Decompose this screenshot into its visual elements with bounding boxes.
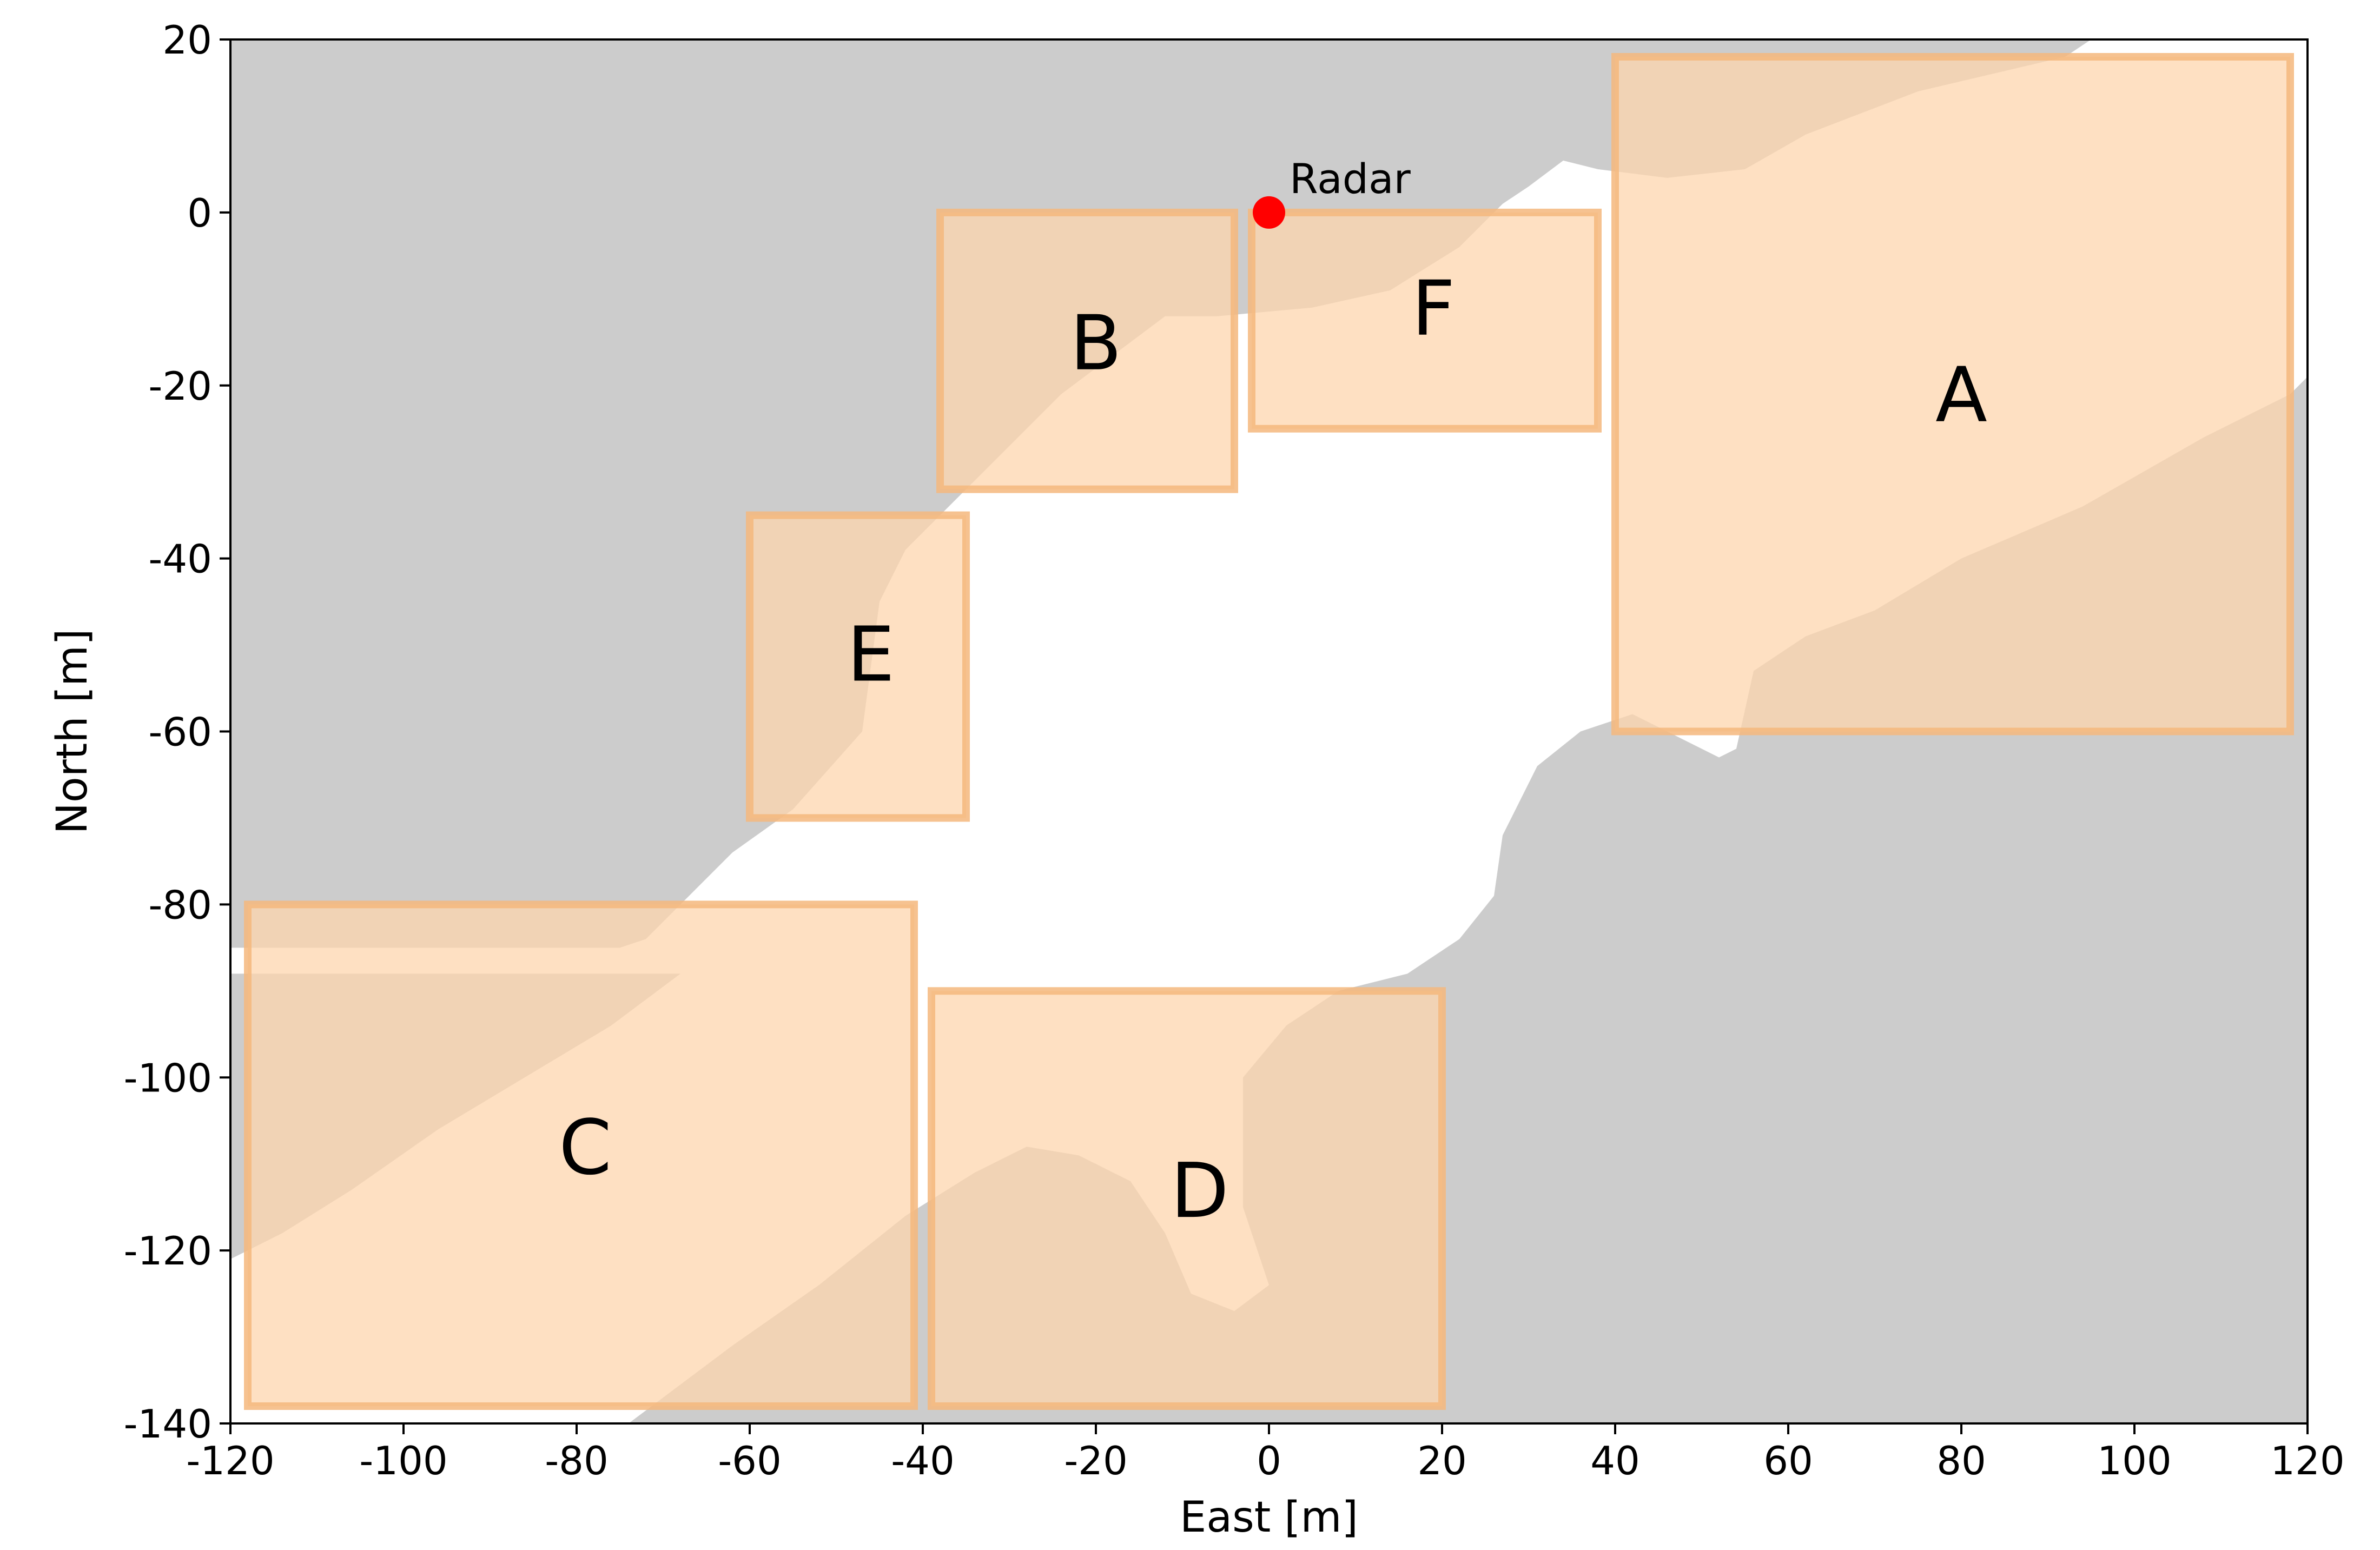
y-tick-label: -100 [124, 1055, 212, 1101]
y-tick-label: 20 [162, 17, 212, 63]
x-tick-label: -20 [1064, 1438, 1128, 1483]
region-b [936, 208, 1238, 493]
radar: Radar [1253, 155, 1411, 229]
x-tick-label: -60 [718, 1438, 782, 1483]
radar-label: Radar [1290, 155, 1411, 203]
regions: A B C D E F [244, 52, 2294, 1410]
x-tick-label: 0 [1257, 1438, 1281, 1483]
x-tick-label: 20 [1417, 1438, 1467, 1483]
region-a [1611, 52, 2294, 736]
region-label-c: C [559, 1104, 612, 1192]
y-tick-label: -140 [124, 1401, 212, 1447]
x-ticks: -120 -100 -80 -60 -40 -20 0 20 40 60 80 100 120 [186, 1423, 2345, 1483]
x-axis-label: East [m] [1180, 1493, 1358, 1542]
x-tick-label: -80 [545, 1438, 609, 1483]
shadow-upper-left [230, 39, 2091, 948]
y-tick-label: -20 [148, 363, 212, 409]
y-tick-label: -120 [124, 1228, 212, 1274]
y-axis-label: North [m] [48, 629, 97, 834]
y-ticks: 20 0 -20 -40 -60 -80 -100 -120 -140 [124, 17, 230, 1447]
region-d [928, 987, 1446, 1410]
region-c [244, 900, 918, 1410]
x-tick-label: 120 [2270, 1438, 2344, 1483]
x-tick-label: 80 [1936, 1438, 1986, 1483]
x-tick-label: -120 [186, 1438, 274, 1483]
y-tick-label: -40 [148, 536, 212, 582]
region-e [746, 511, 970, 822]
region-label-d: D [1171, 1147, 1229, 1235]
y-tick-label: -60 [148, 710, 212, 755]
region-label-a: A [1935, 352, 1987, 440]
x-tick-label: 100 [2097, 1438, 2171, 1483]
x-tick-label: -100 [359, 1438, 447, 1483]
y-tick-label: -80 [148, 882, 212, 928]
region-label-b: B [1070, 300, 1122, 388]
region-label-f: F [1412, 265, 1456, 353]
region-f [1248, 208, 1602, 433]
x-tick-label: 40 [1590, 1438, 1640, 1483]
y-tick-label: 0 [187, 190, 212, 236]
radar-marker [1253, 196, 1285, 229]
x-tick-label: -40 [891, 1438, 955, 1483]
region-label-e: E [847, 611, 895, 699]
x-tick-label: 60 [1763, 1438, 1813, 1483]
